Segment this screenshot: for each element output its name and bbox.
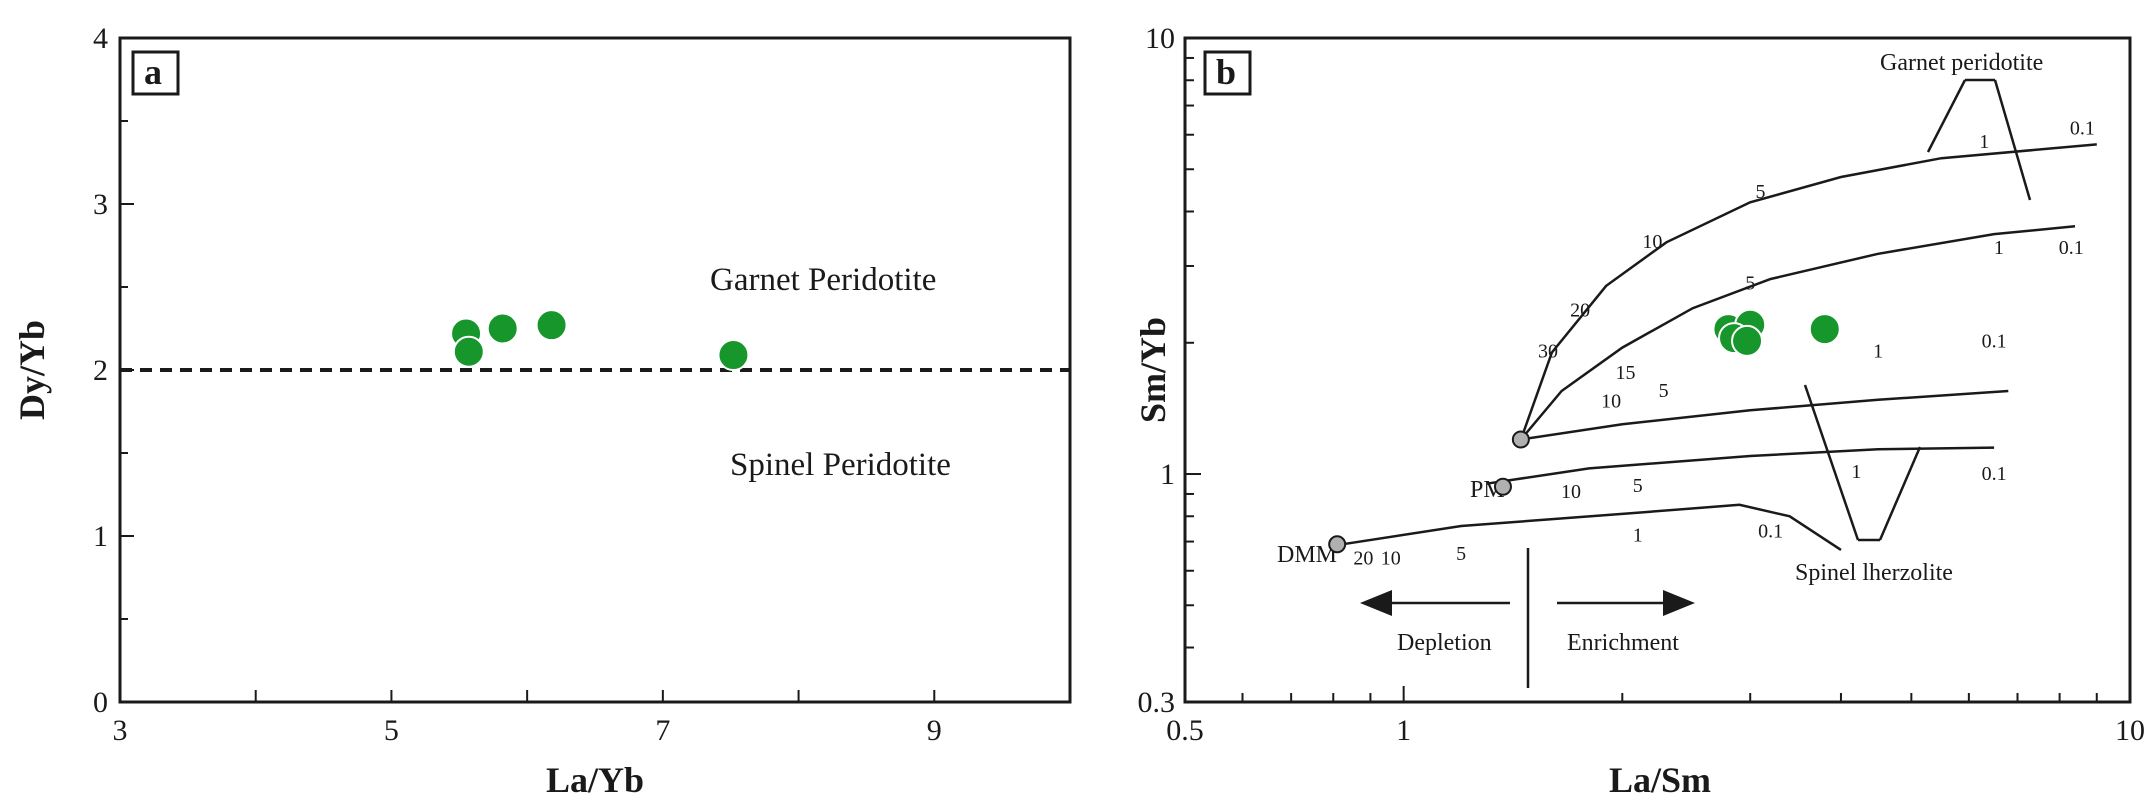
panel-b-data-points <box>1712 308 1841 357</box>
melt-fraction-label: 15 <box>1615 362 1635 384</box>
enrichment-arrow-head <box>1663 590 1695 616</box>
panel-a-chart: 3 5 7 9 0 1 2 3 4 Garnet Peridotite Spinel Perid… <box>12 22 1072 800</box>
x-tick-label: 5 <box>384 714 399 747</box>
x-tick-label: 0.5 <box>1166 714 1204 747</box>
y-tick-label: 0 <box>93 686 108 719</box>
melt-fraction-label: 1 <box>1994 237 2004 259</box>
dmm-label: DMM <box>1277 542 1337 568</box>
x-tick-label: 10 <box>2115 714 2145 747</box>
panel-a-data-points <box>450 309 750 372</box>
garnet-peridotite-label: Garnet peridotite <box>1880 50 2043 76</box>
melt-fraction-label: 1 <box>1851 461 1861 483</box>
y-tick-label: 10 <box>1145 22 1175 55</box>
spinel-boundary-left <box>1803 384 1860 541</box>
data-point <box>1731 324 1764 357</box>
melt-curve-spinel-upper <box>1520 389 2009 441</box>
panel-b-y-axis-title: Sm/Yb <box>1133 317 1173 423</box>
x-tick-label: 9 <box>927 714 942 747</box>
x-tick-label: 1 <box>1396 714 1411 747</box>
melt-fraction-label: 10 <box>1601 391 1621 413</box>
panel-b-letter-box: b <box>1203 50 1252 96</box>
melt-curve-spinel-lower <box>1486 446 1995 485</box>
melt-fraction-label: 5 <box>1633 475 1643 497</box>
melt-fraction-label: 5 <box>1456 543 1466 565</box>
y-tick-label: 4 <box>93 22 108 55</box>
panel-b-curve-tick-labels: 30 20 10 5 1 0.1 15 5 1 0.1 10 5 1 0.1 10 5 1 0.1 20 10 5 1 0.… <box>1353 118 2095 570</box>
panel-a-letter-box: a <box>131 50 180 96</box>
melt-fraction-label: 20 <box>1353 548 1373 570</box>
panel-b-x-axis-title: La/Sm <box>1609 760 1711 800</box>
melt-fraction-label: 10 <box>1642 231 1662 253</box>
x-tick-label: 7 <box>655 714 670 747</box>
depletion-label: Depletion <box>1397 630 1492 656</box>
melt-fraction-label: 10 <box>1561 481 1581 503</box>
melt-fraction-label: 1 <box>1873 341 1883 363</box>
spinel-lherzolite-label: Spinel lherzolite <box>1795 560 1953 586</box>
garnet-peridotite-label: Garnet Peridotite <box>710 262 936 298</box>
melt-fraction-label: 0.1 <box>1982 331 2007 353</box>
melt-curve-garnet-upper <box>1519 143 2097 440</box>
panel-b-tick-labels: 0.5 1 10 0.3 1 10 <box>1138 22 2146 747</box>
garnet-label-leader-left <box>1926 79 1967 153</box>
melt-fraction-label: 10 <box>1381 548 1401 570</box>
melt-fraction-label: 0.1 <box>1982 463 2007 485</box>
melt-curve-garnet-lower <box>1519 225 2076 441</box>
y-tick-label: 1 <box>93 520 108 553</box>
panel-b-melting-curves <box>1333 143 2097 551</box>
depletion-arrow-head <box>1360 590 1392 616</box>
data-point <box>535 309 568 342</box>
melt-curve-dmm-curve <box>1333 503 1842 551</box>
melt-fraction-label: 0.1 <box>2059 237 2084 259</box>
melt-fraction-label: 0.1 <box>1758 521 1783 543</box>
panel-a-x-axis-title: La/Yb <box>546 760 644 800</box>
data-point <box>717 339 750 372</box>
panel-b-letter: b <box>1216 52 1236 92</box>
spinel-peridotite-label: Spinel Peridotite <box>730 447 951 483</box>
reference-point <box>1493 477 1512 496</box>
panel-a-y-axis-title: Dy/Yb <box>12 320 52 420</box>
melt-fraction-label: 1 <box>1633 525 1643 547</box>
panel-a-tick-labels: 3 5 7 9 0 1 2 3 4 <box>93 22 942 747</box>
panel-b-frame <box>1183 36 2132 704</box>
y-tick-label: 1 <box>1160 458 1175 491</box>
melt-fraction-label: 5 <box>1659 380 1669 402</box>
melt-fraction-label: 30 <box>1538 341 1558 363</box>
garnet-label-leader-right <box>1993 79 2032 201</box>
x-tick-label: 3 <box>113 714 128 747</box>
melt-fraction-label: 5 <box>1756 181 1766 203</box>
panel-a-letter: a <box>144 52 162 92</box>
data-point <box>452 335 485 368</box>
enrichment-label: Enrichment <box>1567 630 1679 656</box>
panel-b-ticks <box>1184 37 2131 703</box>
spinel-boundary-right <box>1878 446 1922 541</box>
melt-fraction-label: 5 <box>1745 272 1755 294</box>
data-point <box>1808 313 1841 346</box>
reference-point <box>1328 535 1347 554</box>
data-point <box>486 312 519 345</box>
panel-b-reference-points <box>1328 430 1530 554</box>
y-tick-label: 2 <box>93 354 108 387</box>
reference-point <box>1511 430 1530 449</box>
melt-fraction-label: 20 <box>1570 299 1590 321</box>
melt-fraction-label: 1 <box>1979 131 1989 153</box>
y-tick-label: 3 <box>93 188 108 221</box>
y-tick-label: 0.3 <box>1138 686 1176 719</box>
melt-fraction-label: 0.1 <box>2070 118 2095 140</box>
